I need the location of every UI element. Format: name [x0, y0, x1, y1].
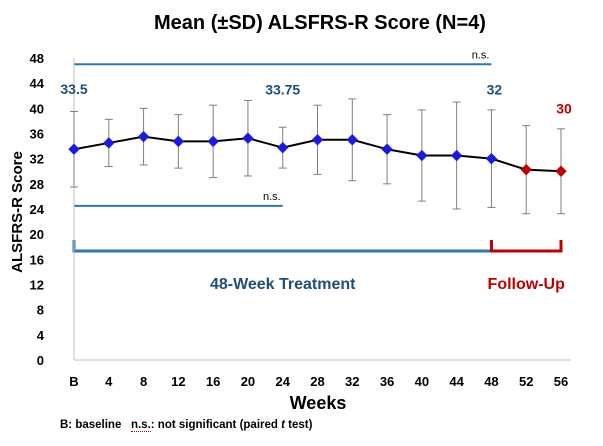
data-label: 33.75 — [265, 82, 300, 98]
data-point — [346, 134, 358, 146]
footnote-t: t — [281, 419, 285, 431]
x-tick-label: 8 — [140, 374, 147, 389]
x-axis-label: Weeks — [290, 393, 347, 413]
y-tick-label: 4 — [37, 328, 45, 343]
y-tick-label: 44 — [30, 76, 45, 91]
x-tick-label: 40 — [415, 374, 429, 389]
y-tick-label: 8 — [37, 303, 44, 318]
x-tick-label: 24 — [275, 374, 290, 389]
data-point — [277, 141, 289, 154]
significance-label: n.s. — [472, 49, 490, 61]
y-tick-label: 48 — [30, 51, 44, 66]
data-point — [172, 135, 185, 148]
phase-bracket — [489, 240, 563, 253]
phase-label: 48-Week Treatment — [210, 276, 356, 293]
data-point — [450, 149, 463, 162]
y-tick-label: 28 — [30, 177, 44, 192]
y-tick-label: 16 — [30, 252, 44, 267]
y-tick-label: 32 — [30, 152, 44, 167]
x-tick-label: 20 — [241, 374, 255, 389]
data-label: 30 — [556, 100, 572, 116]
x-tick-label: 28 — [310, 374, 324, 389]
data-point — [555, 165, 567, 177]
data-series — [68, 130, 567, 177]
y-tick-label: 12 — [30, 278, 44, 293]
chart-title: Mean (±SD) ALSFRS-R Score (N=4) — [154, 12, 486, 34]
phase-bracket — [72, 240, 493, 253]
data-point — [381, 143, 393, 155]
data-point — [242, 132, 254, 144]
data-point — [68, 143, 80, 155]
y-axis-label: ALSFRS-R Score — [9, 151, 26, 273]
y-tick-label: 40 — [30, 101, 44, 116]
y-tick-label: 0 — [37, 353, 44, 368]
data-labels: 33.5 33.75 32 30 — [60, 81, 572, 116]
data-point — [207, 135, 219, 148]
significance-label: n.s. — [263, 191, 281, 203]
error-bars — [70, 98, 565, 215]
data-label: 33.5 — [60, 81, 87, 97]
footnote-ns-text: : not significant (paired — [150, 419, 282, 431]
x-tick-label: 32 — [345, 374, 359, 389]
data-point — [137, 130, 150, 143]
footnote-ns-tail: test) — [284, 419, 313, 431]
data-point — [520, 163, 532, 176]
x-tick-label: 4 — [105, 374, 113, 389]
x-tick-label: 12 — [171, 374, 185, 389]
data-point — [485, 152, 498, 165]
data-point — [416, 149, 428, 162]
x-tick-label: 16 — [206, 374, 220, 389]
x-tick-label: B — [69, 374, 78, 389]
x-tick-label: 44 — [449, 374, 464, 389]
footnote-baseline: B: baseline — [60, 419, 122, 431]
x-tick-label: 36 — [380, 374, 394, 389]
y-tick-label: 20 — [30, 227, 44, 242]
data-point — [311, 134, 324, 146]
y-tick-label: 24 — [30, 202, 45, 217]
phase-label: Follow-Up — [488, 276, 566, 293]
x-tick-label: 52 — [519, 374, 533, 389]
footnote-ns-abbr: n.s. — [130, 419, 151, 432]
x-tick-label: 48 — [484, 374, 498, 389]
footnote: B: baseline n.s.: not significant (paire… — [60, 419, 313, 432]
y-tick-label: 36 — [30, 127, 44, 142]
x-tick-label: 56 — [554, 374, 568, 389]
data-point — [103, 137, 115, 149]
data-label: 32 — [487, 82, 503, 98]
